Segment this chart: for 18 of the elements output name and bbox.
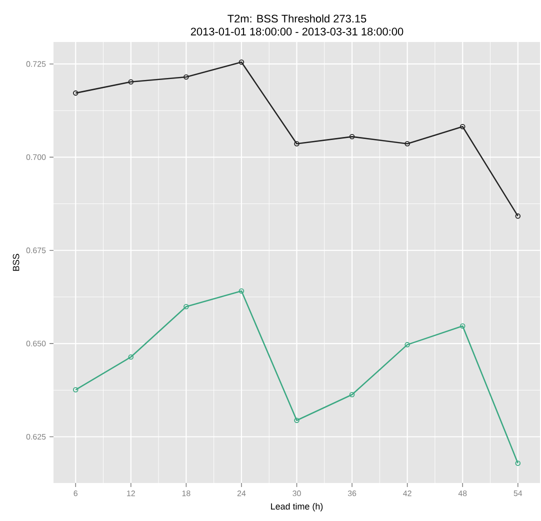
chart-subtitle: 2013-01-01 18:00:00 - 2013-03-31 18:00:00 [190,28,404,36]
point [349,392,355,398]
point [404,141,410,146]
point [294,418,300,423]
point [184,74,189,80]
point [349,134,355,140]
chart-title: T2m: BSS Threshold 273.15 [228,14,366,23]
point [128,79,134,85]
point [238,59,244,65]
point [404,342,410,348]
point [294,141,300,146]
point [460,124,466,130]
point [128,354,134,360]
y-axis-title: BSS [12,254,20,271]
x-axis-title: Lead time (h) [271,502,323,512]
point [460,323,466,329]
point [238,288,244,294]
point [184,304,189,310]
